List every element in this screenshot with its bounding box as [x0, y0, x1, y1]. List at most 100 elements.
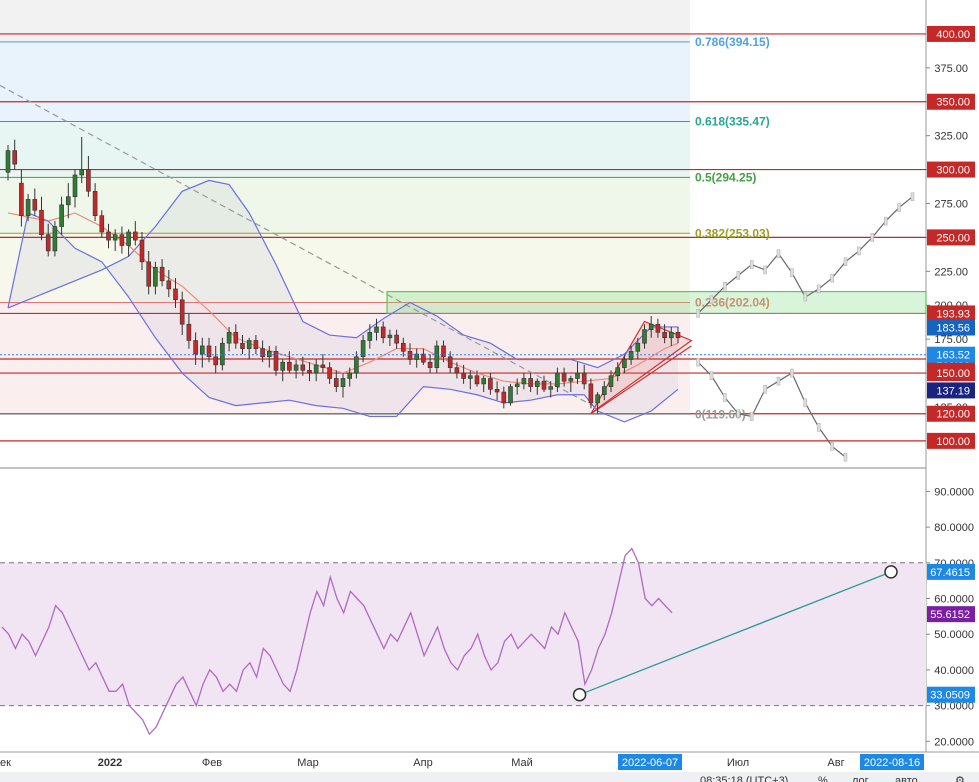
fib-label: 0.236(202.04)	[695, 295, 770, 309]
candle	[45, 223, 51, 257]
candle	[260, 340, 265, 363]
candle-body	[166, 280, 172, 290]
level-tag-text: 350.00	[936, 97, 970, 109]
candle-body	[568, 378, 574, 382]
candle-body	[561, 372, 567, 382]
log-toggle[interactable]: лог	[852, 775, 869, 782]
forecast-candle	[790, 268, 794, 277]
candle-body	[266, 351, 272, 358]
dashed-trendline	[0, 84, 598, 409]
candle	[655, 318, 661, 338]
candle	[635, 337, 641, 360]
forecast-candle	[883, 216, 888, 226]
candle-body	[179, 299, 185, 325]
candle	[153, 261, 158, 295]
candle-body	[541, 380, 547, 390]
percent-toggle[interactable]: %	[818, 775, 828, 782]
level-tag-text: 120.00	[936, 409, 970, 421]
candle	[541, 375, 547, 393]
forecast-candle	[830, 273, 834, 283]
forecast-candle	[816, 423, 821, 432]
rsi-pane	[0, 547, 926, 736]
candle-body	[159, 266, 165, 282]
candle	[112, 229, 118, 251]
candle-body	[59, 204, 64, 227]
candle-body	[668, 332, 674, 339]
candle	[25, 193, 31, 222]
forecast-candle	[857, 246, 861, 256]
candle	[501, 386, 507, 409]
candle-body	[273, 351, 279, 371]
candle	[179, 291, 185, 336]
forecast-candle	[723, 281, 727, 291]
candle	[173, 278, 178, 308]
candle-body	[514, 383, 520, 387]
candle	[166, 269, 172, 298]
candle-body	[52, 226, 58, 252]
fib-label: 0.618(335.47)	[695, 114, 770, 128]
candle	[360, 335, 366, 363]
candle-body	[25, 199, 31, 216]
auto-toggle[interactable]: авто	[895, 775, 918, 782]
candle-body	[133, 231, 138, 241]
level-tag	[927, 25, 975, 42]
candle-body	[86, 169, 91, 192]
candle-body	[628, 351, 634, 360]
level-tag	[927, 305, 975, 322]
candle	[441, 340, 446, 363]
candle-body	[481, 378, 487, 385]
candle-body	[407, 351, 413, 360]
candle-body	[186, 323, 192, 341]
candle-body	[380, 326, 386, 339]
candle	[273, 345, 279, 376]
candle	[240, 335, 245, 355]
candle	[675, 326, 681, 344]
candle-body	[648, 323, 654, 330]
candle	[200, 337, 205, 368]
candle-body	[534, 380, 540, 387]
candle	[447, 351, 453, 374]
candle-body	[374, 326, 379, 333]
candle-body	[414, 353, 420, 360]
candle-body	[19, 182, 24, 216]
candle	[521, 373, 527, 390]
candle-body	[126, 231, 131, 246]
level-tag-text: 400.00	[936, 29, 970, 41]
candle	[400, 337, 406, 357]
candle-body	[588, 383, 594, 404]
candle-body	[608, 375, 614, 387]
gear-icon[interactable]: ⚙	[955, 775, 965, 782]
rsi-tick-label: 40.0000	[934, 665, 974, 677]
candle	[648, 316, 654, 338]
candle-body	[66, 196, 71, 206]
candle-body	[173, 288, 178, 301]
price-tag	[927, 382, 975, 399]
footer-clock[interactable]: 08:35:18 (UTC+3)	[700, 775, 788, 782]
candle	[514, 378, 520, 395]
level-tag-text: 300.00	[936, 165, 970, 177]
candle	[548, 381, 554, 398]
forecast-candle	[776, 376, 781, 386]
candle-body	[581, 372, 587, 385]
candle	[374, 318, 379, 341]
candle	[293, 359, 299, 379]
candle	[528, 373, 533, 393]
candle	[119, 226, 125, 254]
candle-body	[528, 378, 533, 387]
fib-label: 0.786(394.15)	[695, 35, 770, 49]
level-tag	[927, 161, 975, 178]
candle	[581, 364, 587, 390]
price-tick-label: 325.00	[934, 131, 968, 143]
forecast-candle	[763, 385, 767, 394]
forecast-candle	[776, 249, 781, 258]
rsi-tag	[927, 606, 975, 623]
forecast-candle	[709, 295, 714, 305]
forecast-candle	[749, 412, 754, 421]
rsi-tick-label: 50.0000	[934, 629, 974, 641]
candle	[32, 188, 38, 216]
candle-body	[434, 345, 440, 368]
candle	[92, 183, 98, 222]
candle	[481, 375, 487, 393]
